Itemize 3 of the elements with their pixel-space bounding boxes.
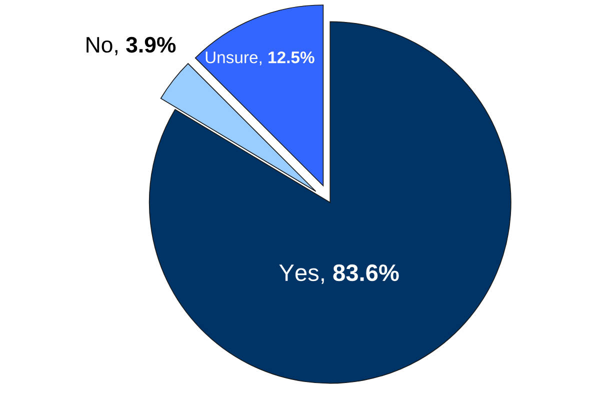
- slice-label: Unsure, 12.5%: [206, 51, 314, 66]
- slice-label: No, 3.9%: [86, 36, 176, 56]
- slice-label: Yes, 83.6%: [279, 264, 399, 284]
